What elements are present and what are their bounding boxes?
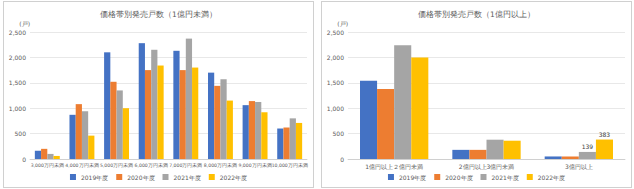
svg-text:500: 500 — [333, 130, 345, 137]
svg-text:7,000万円未満: 7,000万円未満 — [169, 162, 202, 168]
svg-text:2021年度: 2021年度 — [174, 174, 201, 181]
svg-text:2020年度: 2020年度 — [127, 174, 154, 181]
svg-text:2022年度: 2022年度 — [220, 174, 247, 181]
svg-text:3,000万円未満: 3,000万円未満 — [31, 162, 64, 168]
svg-text:2,000: 2,000 — [327, 54, 344, 61]
svg-text:4,000万円未満: 4,000万円未満 — [65, 162, 98, 168]
svg-text:0: 0 — [340, 156, 344, 163]
svg-text:価格帯別発売戸数（1億円以上）: 価格帯別発売戸数（1億円以上） — [418, 10, 535, 19]
svg-text:1,000: 1,000 — [327, 105, 344, 112]
svg-text:(戸): (戸) — [19, 20, 30, 27]
svg-text:5,000万円未満: 5,000万円未満 — [100, 162, 133, 168]
svg-text:139: 139 — [582, 143, 594, 150]
svg-text:2019年度: 2019年度 — [399, 174, 426, 181]
svg-text:1,000: 1,000 — [9, 105, 26, 112]
svg-text:500: 500 — [15, 130, 27, 137]
svg-text:2億円以上3億円未満: 2億円以上3億円未満 — [459, 163, 515, 170]
svg-text:0: 0 — [22, 156, 26, 163]
svg-text:価格帯別発売戸数（1億円未満）: 価格帯別発売戸数（1億円未満） — [100, 10, 217, 19]
svg-text:2020年度: 2020年度 — [445, 174, 472, 181]
svg-text:2,500: 2,500 — [9, 29, 26, 36]
svg-text:3億円以上: 3億円以上 — [565, 163, 593, 170]
svg-text:2022年度: 2022年度 — [538, 174, 565, 181]
svg-text:383: 383 — [599, 131, 611, 138]
svg-text:8,000万円未満: 8,000万円未満 — [204, 162, 237, 168]
svg-text:2019年度: 2019年度 — [81, 174, 108, 181]
svg-text:1,500: 1,500 — [9, 79, 26, 86]
svg-text:(戸): (戸) — [337, 20, 348, 27]
svg-text:10,000万円未満: 10,000万円未満 — [272, 162, 308, 168]
svg-text:1,500: 1,500 — [327, 79, 344, 86]
svg-text:2,000: 2,000 — [9, 54, 26, 61]
svg-text:2,500: 2,500 — [327, 29, 344, 36]
svg-text:1億円以上２億円未満: 1億円以上２億円未満 — [365, 163, 423, 170]
svg-text:2021年度: 2021年度 — [492, 174, 519, 181]
svg-text:9,000万円未満: 9,000万円未満 — [238, 162, 271, 168]
svg-text:6,000万円未満: 6,000万円未満 — [135, 162, 168, 168]
